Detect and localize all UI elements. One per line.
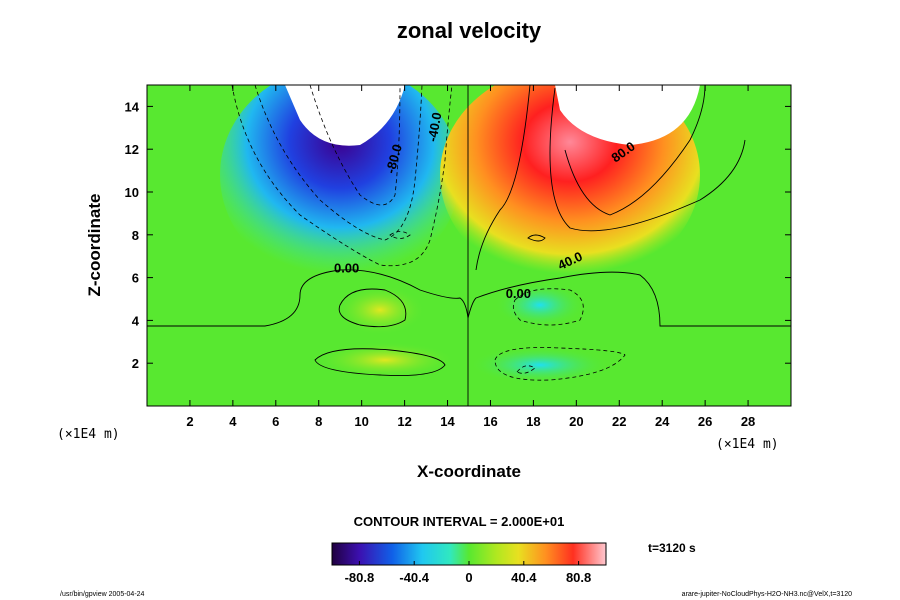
- chart-title: zonal velocity: [397, 18, 542, 43]
- x-tick-label: 28: [741, 414, 755, 429]
- x-tick-label: 10: [354, 414, 368, 429]
- x-tick-label: 14: [440, 414, 455, 429]
- y-tick-label: 12: [125, 142, 139, 157]
- y-tick-label: 10: [125, 185, 139, 200]
- footer-right: arare-jupiter-NoCloudPhys-H2O-NH3.nc@Vel…: [682, 591, 852, 598]
- y-tick-label: 14: [125, 99, 140, 114]
- y-tick-label: 8: [132, 228, 139, 243]
- contour-label: 0.00: [334, 260, 359, 275]
- colorbar-tick-label: -80.8: [345, 570, 375, 585]
- undefined-region: [555, 85, 700, 145]
- contour-lines: [147, 85, 791, 406]
- colorbar-tick-label: 40.4: [511, 570, 537, 585]
- y-axis-ticks: 2 4 6 8 10 12 14: [125, 99, 791, 371]
- negative-contour-lines: [231, 85, 626, 381]
- contour-interval-label: CONTOUR INTERVAL = 2.000E+01: [354, 514, 565, 529]
- x-tick-label: 2: [186, 414, 193, 429]
- shaded-field: [147, 85, 791, 406]
- x-tick-label: 4: [229, 414, 237, 429]
- colorbar-tick-label: 80.8: [566, 570, 591, 585]
- y-tick-label: 4: [132, 313, 140, 328]
- x-tick-label: 24: [655, 414, 670, 429]
- x-tick-label: 18: [526, 414, 540, 429]
- contour-label: -80.0: [383, 142, 405, 175]
- y-axis-title: Z-coordinate: [85, 194, 104, 297]
- x-tick-label: 22: [612, 414, 626, 429]
- x-tick-label: 16: [483, 414, 497, 429]
- footer-left: /usr/bin/gpview 2005-04-24: [60, 591, 145, 598]
- contour-label: -40.0: [425, 111, 445, 143]
- x-tick-label: 8: [315, 414, 322, 429]
- contour-label: 0.00: [506, 286, 531, 301]
- colorbar-tick-label: 0: [465, 570, 472, 585]
- x-tick-label: 12: [397, 414, 411, 429]
- y-tick-label: 2: [132, 356, 139, 371]
- x-tick-label: 6: [272, 414, 279, 429]
- colorbar-tick-label: -40.4: [399, 570, 429, 585]
- x-axis-title: X-coordinate: [417, 462, 521, 481]
- y-axis-unit: (×1E4 m): [57, 427, 120, 442]
- x-axis-unit: (×1E4 m): [716, 437, 779, 452]
- time-label: t=3120 s: [648, 541, 696, 555]
- x-axis-ticks: 2 4 6 8 10 12 14 16 18 20 22 24 26 28: [186, 85, 755, 429]
- y-tick-label: 6: [132, 271, 139, 286]
- x-tick-label: 20: [569, 414, 583, 429]
- plot-frame: [146, 84, 792, 407]
- x-tick-label: 26: [698, 414, 712, 429]
- colorbar-ticks: -80.8 -40.4 0 40.4 80.8: [345, 561, 591, 585]
